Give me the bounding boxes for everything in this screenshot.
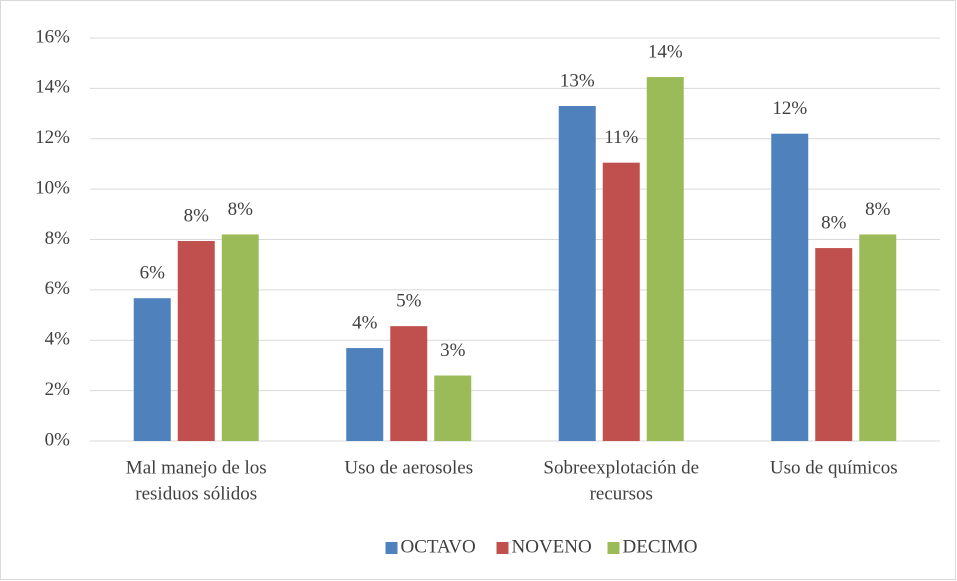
x-tick-label: Uso de químicos	[770, 457, 898, 478]
y-tick-label: 12%	[35, 127, 70, 148]
bar	[859, 234, 897, 441]
data-label: 12%	[772, 98, 807, 119]
x-tick-label: recursos	[590, 483, 653, 504]
x-tick-label: Uso de aerosoles	[344, 457, 473, 478]
bar	[558, 106, 596, 441]
x-tick-label: Mal manejo de los	[126, 457, 267, 478]
data-label: 5%	[396, 291, 422, 312]
bar	[133, 298, 171, 441]
x-tick-label: residuos sólidos	[135, 483, 257, 504]
data-label: 8%	[865, 199, 891, 220]
bar	[646, 77, 684, 442]
y-tick-label: 2%	[45, 379, 71, 400]
legend-swatch	[607, 542, 620, 554]
y-tick-label: 8%	[45, 228, 71, 249]
y-tick-label: 0%	[45, 429, 71, 450]
data-label: 13%	[560, 70, 595, 91]
legend-label: DECIMO	[623, 536, 698, 557]
y-tick-label: 14%	[35, 77, 70, 98]
bar	[177, 241, 215, 441]
legend-swatch	[496, 542, 509, 554]
bar	[771, 133, 809, 441]
data-label: 8%	[821, 212, 847, 233]
legend-label: NOVENO	[512, 536, 592, 557]
data-label: 6%	[140, 263, 166, 284]
data-label: 4%	[352, 312, 378, 333]
bar	[346, 348, 384, 441]
y-tick-label: 16%	[35, 26, 70, 47]
bar	[815, 248, 853, 441]
bar	[434, 375, 472, 441]
y-tick-label: 10%	[35, 177, 70, 198]
data-label: 14%	[648, 41, 683, 62]
data-label: 8%	[184, 205, 210, 226]
y-tick-label: 6%	[45, 278, 71, 299]
bar	[221, 234, 259, 441]
legend-label: OCTAVO	[401, 536, 476, 557]
data-label: 3%	[440, 340, 466, 361]
data-label: 8%	[228, 199, 254, 220]
y-tick-label: 4%	[45, 329, 71, 350]
bar	[390, 326, 428, 441]
bar	[602, 162, 640, 441]
legend-swatch	[385, 542, 398, 554]
x-tick-label: Sobreexplotación de	[543, 457, 699, 478]
data-label: 11%	[604, 127, 638, 148]
